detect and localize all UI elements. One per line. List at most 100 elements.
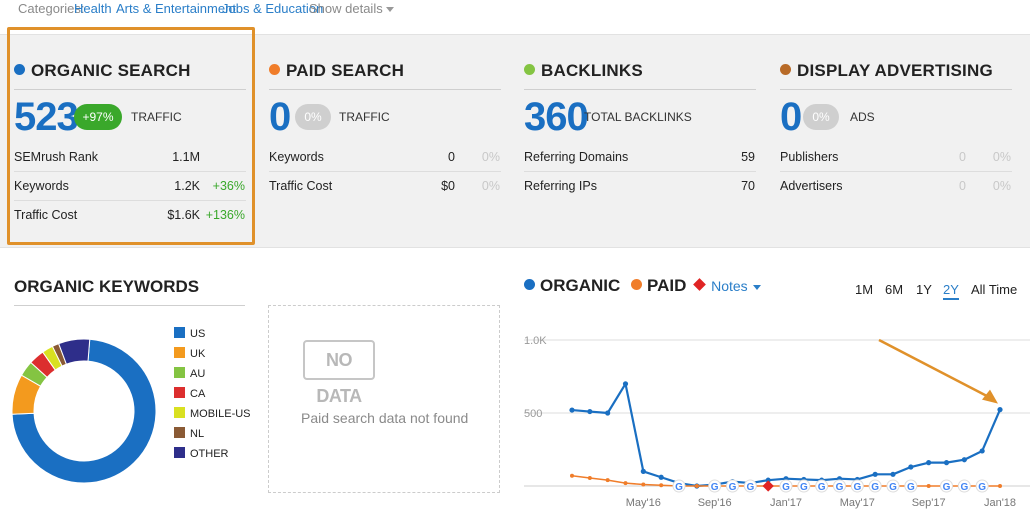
backlinks-dot-icon [524,64,535,75]
organic-traffic-value[interactable]: 523 [14,95,79,139]
google-update-marker[interactable]: G [815,479,829,493]
data-point-paid[interactable] [587,475,592,480]
backlinks-total-value[interactable]: 360 [524,95,589,139]
row-label: Traffic Cost [269,179,333,193]
range-button-all-time[interactable]: All Time [971,282,1018,297]
range-button-2y[interactable]: 2Y [943,282,959,300]
legend-item-mobile-us[interactable]: MOBILE-US [174,407,251,421]
data-point-organic[interactable] [569,407,575,413]
data-point-paid[interactable] [926,484,931,488]
row-value[interactable]: 1.1M [172,150,200,164]
row-value[interactable]: $0 [441,179,455,193]
google-update-marker[interactable]: G [850,479,864,493]
legend-item-nl[interactable]: NL [174,427,204,441]
legend-swatch [174,407,185,418]
note-marker[interactable] [762,480,774,492]
data-point-organic[interactable] [961,457,967,463]
google-update-marker[interactable]: G [779,479,793,493]
range-button-1m[interactable]: 1M [855,282,874,297]
data-point-organic[interactable] [658,474,664,480]
svg-text:G: G [746,482,754,493]
data-point-paid[interactable] [659,483,664,488]
backlinks-panel: BACKLINKS 360 TOTAL BACKLINKS Referring … [524,35,756,249]
organic-keywords-donut-chart[interactable] [10,318,160,508]
data-point-organic[interactable] [622,381,629,387]
data-point-paid[interactable] [998,484,1002,488]
x-tick-label: May'17 [840,497,875,509]
donut-slice-us[interactable] [11,338,157,484]
google-update-marker[interactable]: G [726,479,739,493]
svg-text:G: G [889,482,897,493]
row-change: +36% [212,179,245,193]
row-label: Advertisers [780,179,843,193]
google-update-marker[interactable]: G [886,479,900,493]
data-point-organic[interactable] [926,460,932,466]
google-update-marker[interactable]: G [940,479,953,493]
row-label: Traffic Cost [14,208,78,222]
display-dot-icon [780,64,791,75]
legend-paid[interactable]: PAID [647,276,687,295]
data-point-paid[interactable] [694,484,699,488]
svg-text:G: G [871,482,879,493]
data-point-organic[interactable] [890,471,896,477]
legend-label: NL [190,428,205,440]
category-link-arts[interactable]: Arts & Entertainment [116,1,236,16]
notes-dropdown[interactable]: Notes [711,278,761,294]
data-point-organic[interactable] [979,448,985,454]
data-point-paid[interactable] [623,481,628,486]
google-update-marker[interactable]: G [672,479,686,493]
data-point-organic[interactable] [765,477,771,483]
legend-item-uk[interactable]: UK [174,347,205,361]
data-point-organic[interactable] [640,468,646,474]
donut-slice-other[interactable] [58,338,91,365]
range-button-1y[interactable]: 1Y [916,282,932,297]
legend-item-ca[interactable]: CA [174,387,205,401]
google-update-marker[interactable]: G [743,479,757,493]
legend-item-other[interactable]: OTHER [174,447,229,461]
data-point-organic[interactable] [587,408,593,415]
legend-organic[interactable]: ORGANIC [540,276,621,295]
display-title-text: DISPLAY ADVERTISING [797,61,993,80]
data-point-organic[interactable] [943,460,950,466]
notes-diamond-icon [693,278,706,291]
google-update-marker[interactable]: G [708,479,722,493]
row-value[interactable]: 0 [959,150,966,164]
row-value[interactable]: 59 [741,150,755,164]
svg-text:G: G [800,482,808,493]
organic-traffic-line-chart[interactable]: 1.0K 500 May'16 Sep'16 Jan'17 May'17 Sep'17 Jan… [524,304,1030,524]
row-value[interactable]: 0 [959,179,966,193]
data-point-paid[interactable] [605,478,610,483]
google-update-marker[interactable]: G [797,479,811,493]
category-link-health[interactable]: Health [74,1,112,16]
row-value[interactable]: 0 [448,150,455,164]
data-point-paid[interactable] [641,482,646,487]
series-line-organic[interactable] [571,382,1002,488]
data-point-organic[interactable] [997,407,1003,413]
data-point-paid[interactable] [570,473,574,478]
display-advertising-title[interactable]: DISPLAY ADVERTISING [780,61,993,81]
google-update-marker[interactable]: G [975,479,989,493]
row-value[interactable]: $1.6K [167,208,200,222]
google-update-marker[interactable]: G [904,479,918,493]
show-details-toggle[interactable]: Show details [309,1,394,16]
legend-item-us[interactable]: US [174,327,205,341]
data-point-organic[interactable] [605,410,611,416]
y-tick-label: 1.0K [524,335,547,347]
google-update-marker[interactable]: G [957,479,971,493]
row-value[interactable]: 70 [741,179,755,193]
organic-search-title[interactable]: ORGANIC SEARCH [14,61,191,81]
paid-search-title[interactable]: PAID SEARCH [269,61,404,81]
organic-keywords-title[interactable]: ORGANIC KEYWORDS [14,277,200,296]
paid-traffic-value[interactable]: 0 [269,95,291,139]
data-point-organic[interactable] [908,464,914,470]
google-update-marker[interactable]: G [868,479,882,493]
row-value[interactable]: 1.2K [174,179,200,193]
google-update-marker[interactable]: G [833,479,846,493]
legend-item-au[interactable]: AU [174,367,205,381]
display-ads-value[interactable]: 0 [780,95,802,139]
range-button-6m[interactable]: 6M [885,282,904,297]
data-point-organic[interactable] [872,471,878,477]
stat-row-referring-ips: Referring IPs 70 [524,172,756,201]
backlinks-title[interactable]: BACKLINKS [524,61,643,81]
category-link-jobs[interactable]: Jobs & Education [222,1,324,16]
